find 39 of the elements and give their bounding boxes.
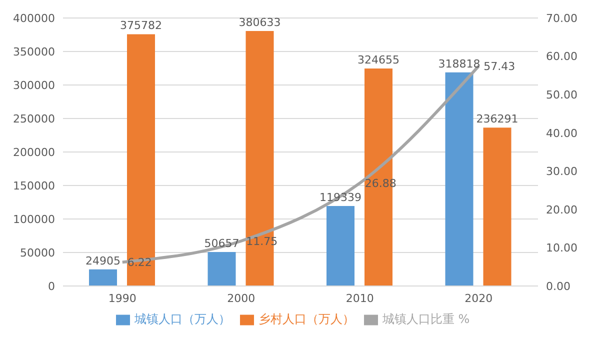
legend-label: 乡村人口（万人） [258, 312, 354, 326]
x-tick-label: 2010 [346, 292, 374, 305]
bar [208, 252, 236, 286]
y-tick-label: 200000 [13, 146, 55, 159]
x-tick-label: 2020 [464, 292, 493, 305]
y-tick-label: 350000 [13, 45, 55, 58]
legend-label: 城镇人口比重 % [382, 312, 470, 326]
data-label: 375782 [120, 19, 162, 32]
data-label: 380633 [238, 16, 281, 29]
y2-tick-label: 30.00 [546, 165, 578, 178]
data-label: 324655 [358, 53, 400, 66]
y-tick-label: 250000 [13, 112, 55, 126]
x-tick-label: 1990 [108, 292, 136, 305]
data-label: 50657 [204, 237, 240, 250]
data-label: 318818 [438, 57, 480, 70]
y-tick-label: 0 [48, 280, 55, 293]
legend-label: 城镇人口（万人） [134, 312, 230, 326]
bar [127, 34, 155, 286]
bar [326, 206, 354, 286]
y-tick-label: 150000 [13, 179, 55, 192]
bar [89, 269, 117, 286]
y2-tick-label: 0.00 [546, 280, 570, 293]
y2-tick-label: 10.00 [546, 242, 578, 255]
y-tick-label: 300000 [13, 78, 55, 92]
y2-tick-label: 40.00 [546, 126, 578, 140]
y-tick-label: 50000 [20, 246, 55, 260]
y2-tick-label: 20.00 [546, 203, 578, 216]
bar [445, 72, 474, 286]
y2-tick-label: 50.00 [546, 88, 578, 102]
y2-tick-label: 70.00 [546, 12, 578, 25]
y2-tick-label: 60.00 [546, 50, 578, 64]
data-label: 236291 [476, 112, 518, 126]
y-tick-label: 100000 [13, 212, 55, 226]
data-label: 119339 [320, 191, 362, 204]
data-label: 57.43 [484, 60, 516, 74]
data-label: 24905 [86, 254, 120, 268]
x-tick-label: 2000 [227, 292, 256, 305]
bar [483, 128, 512, 286]
y-tick-label: 400000 [13, 12, 55, 25]
